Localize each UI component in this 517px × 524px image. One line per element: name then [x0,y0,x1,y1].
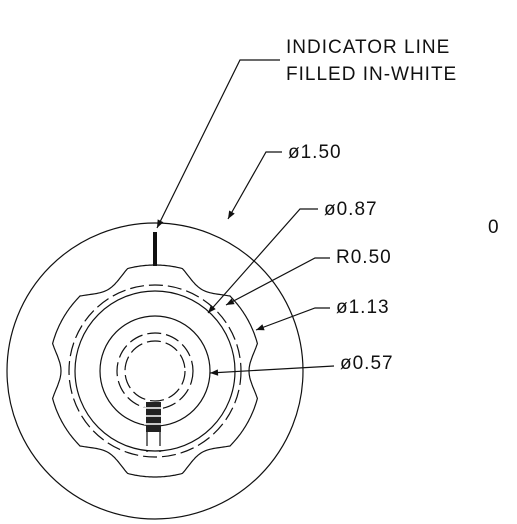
dimension: ø0.87 [324,199,378,220]
outer-circle [6,222,304,520]
note: INDICATOR LINE [286,37,450,58]
dimension: ø1.50 [288,142,342,163]
dimension: ø0.57 [340,353,394,374]
label: 0 [488,217,500,238]
bore-dashed [116,332,194,410]
dimension: R0.50 [336,247,392,268]
dimension: ø1.13 [336,297,390,318]
bore-dashed-small [124,340,186,402]
knob-outline [51,264,259,478]
note: FILLED IN-WHITE [286,64,457,85]
leaders [156,59,335,376]
set-screw [144,402,163,452]
